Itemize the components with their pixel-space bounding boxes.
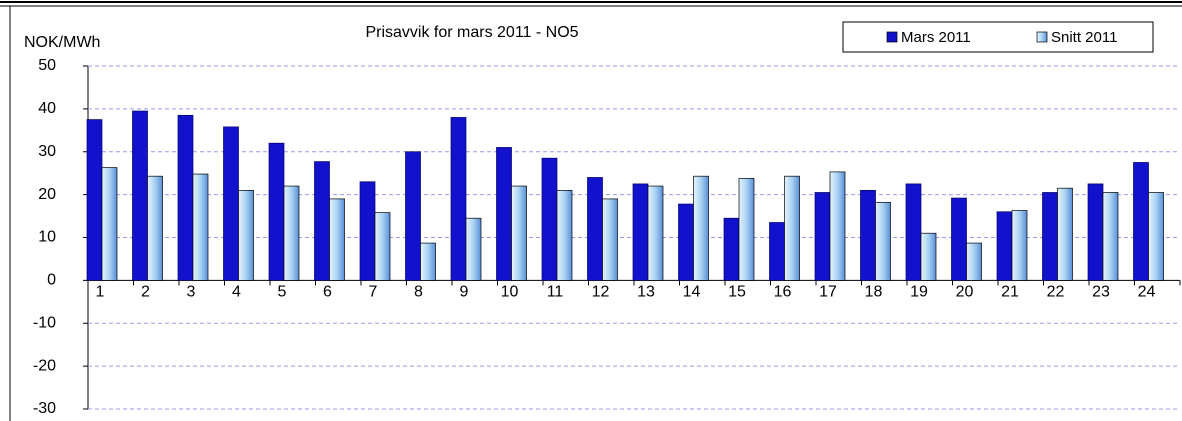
bar [996, 211, 1013, 281]
bar [177, 114, 194, 281]
bar [784, 175, 800, 281]
x-tick-label: 3 [187, 284, 196, 301]
bar [678, 203, 694, 281]
y-tick-label: 20 [38, 186, 56, 203]
y-tick-label: 10 [38, 229, 56, 246]
x-tick-label: 21 [1001, 284, 1019, 301]
y-axis-label: NOK/MWh [24, 34, 100, 51]
bar [860, 189, 876, 281]
y-tick-label: 40 [38, 100, 56, 117]
chart-title: Prisavvik for mars 2011 - NO5 [365, 24, 578, 41]
bar [738, 177, 755, 281]
bar [147, 175, 163, 281]
bar [238, 189, 254, 281]
bar [1042, 192, 1058, 281]
x-tick-label: 15 [728, 284, 746, 301]
x-tick-label: 24 [1138, 284, 1156, 301]
x-tick-label: 9 [460, 284, 469, 301]
x-tick-label: 2 [141, 284, 150, 301]
bar [450, 117, 467, 281]
x-tick-label: 13 [637, 284, 655, 301]
x-tick-label: 11 [547, 284, 564, 301]
y-tick-label: -30 [33, 400, 56, 417]
bar [951, 197, 967, 281]
bar [223, 126, 239, 281]
bar [86, 119, 103, 281]
x-tick-label: 5 [278, 284, 287, 301]
y-tick-label: 0 [47, 272, 56, 289]
legend-label: Snitt 2011 [1051, 29, 1117, 46]
bar [769, 222, 785, 281]
bar [511, 185, 527, 281]
legend-swatch [886, 31, 898, 43]
bar [420, 242, 436, 281]
bar [920, 232, 937, 281]
bar [587, 177, 603, 281]
x-tick-label: 16 [774, 284, 792, 301]
bar [1133, 162, 1149, 281]
x-tick-label: 1 [96, 284, 105, 301]
bar [829, 171, 846, 281]
bar [314, 161, 330, 281]
legend-swatch [1036, 31, 1048, 43]
bar [814, 192, 831, 281]
bar [283, 185, 300, 281]
x-tick-label: 14 [683, 284, 701, 301]
bar [541, 157, 558, 281]
bar [1087, 183, 1104, 281]
bar [966, 242, 982, 281]
bar [556, 189, 573, 281]
bar [602, 198, 618, 281]
bar [875, 201, 891, 281]
y-tick-label: 30 [38, 143, 56, 160]
bar [496, 147, 512, 281]
x-tick-label: 12 [592, 284, 610, 301]
y-tick-label: -10 [33, 314, 56, 331]
bar [905, 183, 922, 281]
bar [693, 175, 709, 281]
x-tick-label: 23 [1092, 284, 1110, 301]
bar [723, 217, 740, 281]
x-tick-label: 19 [910, 284, 928, 301]
bar [1102, 192, 1119, 281]
legend-label: Mars 2011 [901, 29, 971, 46]
y-tick-label: 50 [38, 57, 56, 74]
x-tick-label: 4 [232, 284, 241, 301]
bar [374, 212, 391, 281]
bar [192, 173, 209, 281]
x-tick-label: 8 [414, 284, 423, 301]
bar [101, 167, 118, 281]
bar [647, 185, 664, 281]
x-tick-label: 18 [865, 284, 883, 301]
bar [405, 151, 421, 281]
x-tick-label: 10 [501, 284, 519, 301]
x-tick-label: 7 [369, 284, 378, 301]
bar [465, 217, 482, 281]
bar [268, 142, 285, 281]
x-tick-label: 20 [956, 284, 974, 301]
bar [1057, 187, 1073, 281]
y-tick-label: -20 [33, 357, 56, 374]
x-tick-label: 6 [323, 284, 332, 301]
x-tick-label: 17 [819, 284, 837, 301]
bar [632, 183, 649, 281]
bar [359, 181, 376, 281]
x-tick-label: 22 [1047, 284, 1065, 301]
bar [132, 110, 148, 281]
bar [329, 198, 345, 281]
bar [1148, 192, 1164, 281]
bar [1011, 210, 1028, 281]
